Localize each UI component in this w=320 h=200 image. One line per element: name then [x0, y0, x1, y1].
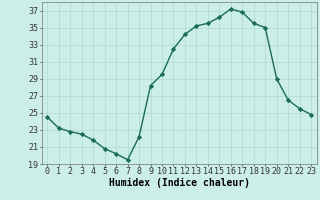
X-axis label: Humidex (Indice chaleur): Humidex (Indice chaleur)	[109, 178, 250, 188]
